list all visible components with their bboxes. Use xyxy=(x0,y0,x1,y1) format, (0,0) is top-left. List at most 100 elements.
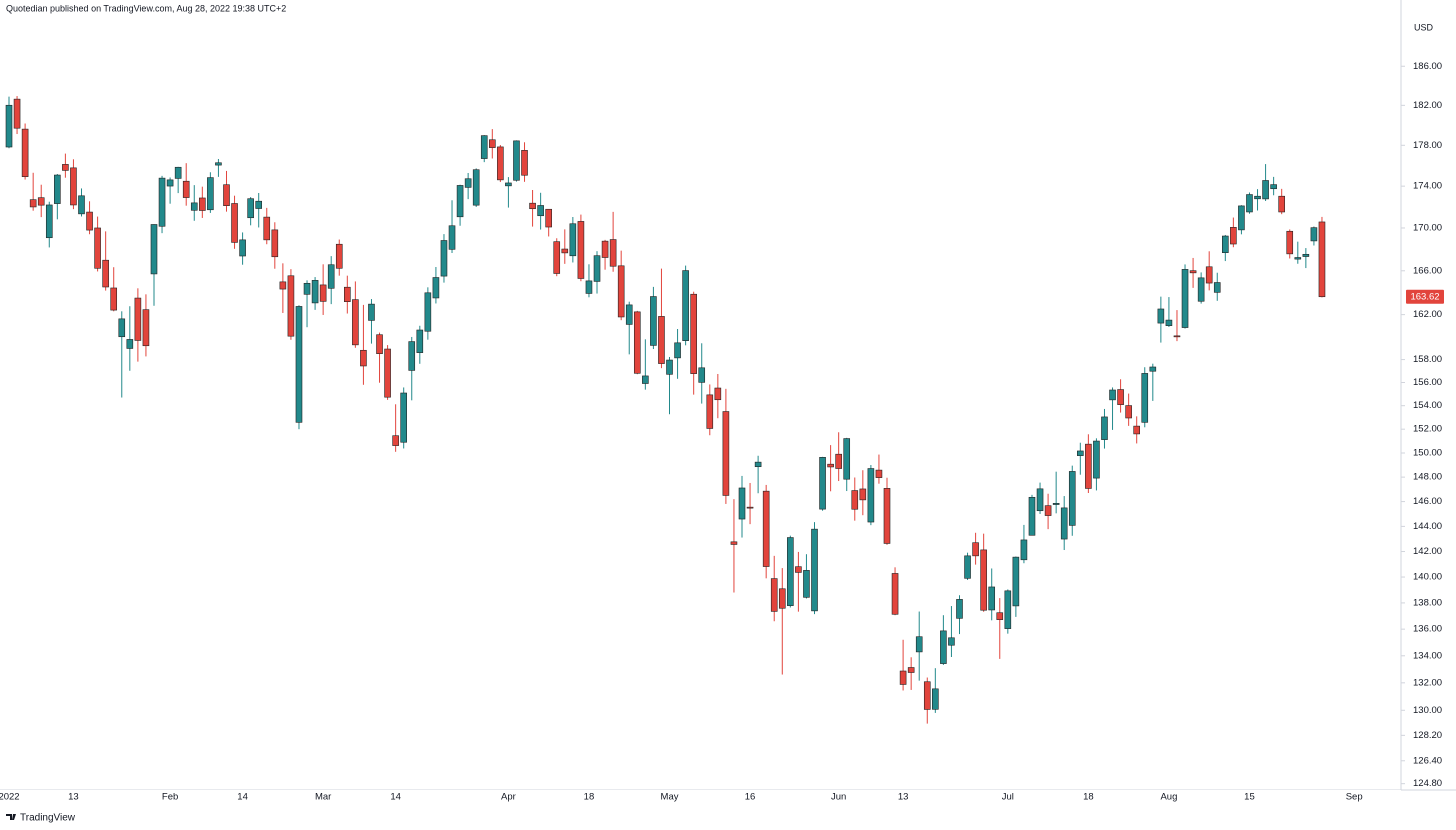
candle-body xyxy=(658,316,665,364)
candle-body xyxy=(883,488,891,544)
candle-body xyxy=(666,359,673,375)
y-tick-label: 170.00 xyxy=(1413,222,1442,233)
candle-body xyxy=(368,303,375,321)
y-tick-label: 186.00 xyxy=(1413,61,1442,72)
candle-body xyxy=(1004,590,1012,629)
candle-body xyxy=(37,197,45,206)
candle-body xyxy=(932,688,939,710)
candle-body xyxy=(859,488,867,501)
last-price-label: 163.62 xyxy=(1410,291,1439,302)
candle-body xyxy=(45,204,53,239)
candle-body xyxy=(1125,405,1132,419)
candle-body xyxy=(1254,195,1261,200)
candle-body xyxy=(698,367,706,383)
candle-body xyxy=(1044,505,1052,516)
candle-body xyxy=(722,411,730,496)
candles xyxy=(5,96,1326,724)
y-tick-label: 138.00 xyxy=(1413,597,1442,608)
candle-body xyxy=(70,167,77,206)
candle-body xyxy=(762,490,770,567)
candle-body xyxy=(13,98,21,129)
candle-body xyxy=(1173,335,1181,338)
candle-body xyxy=(174,166,182,179)
candle-body xyxy=(287,275,295,337)
x-tick-label: Mar xyxy=(315,792,331,803)
candle-body xyxy=(633,311,641,374)
candle-body xyxy=(497,146,504,181)
candle-body xyxy=(319,284,327,302)
candle-body xyxy=(642,375,649,384)
y-tick-label: 130.00 xyxy=(1413,705,1442,716)
candle-body xyxy=(223,184,230,206)
candle-body xyxy=(827,463,834,468)
candle-body xyxy=(940,630,947,664)
x-tick-label: 13 xyxy=(898,792,909,803)
candle-body xyxy=(408,341,416,371)
candle-body xyxy=(134,297,142,341)
candle-body xyxy=(472,169,480,206)
candle-body xyxy=(1036,488,1044,512)
candle-body xyxy=(29,199,37,208)
candle-body xyxy=(843,438,851,480)
y-tick-label: 126.40 xyxy=(1413,755,1442,766)
candle-body xyxy=(102,259,109,288)
candle-body xyxy=(126,339,134,349)
candle-body xyxy=(1246,194,1253,213)
x-tick-label: Aug xyxy=(1160,792,1177,803)
candle-body xyxy=(529,202,536,210)
x-tick-label: 13 xyxy=(68,792,79,803)
y-tick-label: 134.00 xyxy=(1413,650,1442,661)
candle-body xyxy=(706,394,714,429)
candle-body xyxy=(142,309,150,347)
candle-body xyxy=(190,202,198,211)
y-axis-label: USD xyxy=(1414,22,1434,32)
candle-body xyxy=(1286,230,1294,255)
candle-body xyxy=(166,179,174,187)
candle-body xyxy=(1205,266,1213,284)
candle-body xyxy=(263,216,271,241)
candle-body xyxy=(674,342,681,359)
y-tick-label: 140.00 xyxy=(1413,572,1442,583)
candle-body xyxy=(360,349,367,367)
candle-body xyxy=(448,225,456,250)
candle-body xyxy=(1133,425,1140,435)
candle-body xyxy=(456,185,464,218)
candle-body xyxy=(561,248,569,254)
candle-body xyxy=(327,264,335,289)
candle-body xyxy=(94,227,101,269)
candle-body xyxy=(335,243,343,269)
candle-body xyxy=(754,461,762,468)
y-tick-label: 136.00 xyxy=(1413,624,1442,635)
candle-body xyxy=(344,286,351,302)
candle-body xyxy=(891,573,899,615)
candle-body xyxy=(601,240,609,258)
x-tick-label: 18 xyxy=(584,792,595,803)
candle-body xyxy=(1149,366,1157,372)
candle-body xyxy=(416,329,424,353)
y-tick-label: 174.00 xyxy=(1413,181,1442,192)
y-tick-label: 156.00 xyxy=(1413,377,1442,388)
candle-body xyxy=(545,208,552,228)
candle-body xyxy=(1068,471,1076,526)
candle-body xyxy=(513,140,520,181)
candle-body xyxy=(440,240,448,277)
candle-body xyxy=(770,578,778,612)
candle-body xyxy=(231,203,238,243)
y-tick-label: 182.00 xyxy=(1413,100,1442,111)
candle-body xyxy=(899,670,907,685)
x-tick-label: 16 xyxy=(745,792,756,803)
candle-body xyxy=(907,667,915,673)
y-tick-label: 132.00 xyxy=(1413,677,1442,688)
candle-body xyxy=(488,139,496,148)
candle-body xyxy=(62,164,69,171)
candle-body xyxy=(778,588,786,609)
candle-body xyxy=(1109,389,1116,401)
candle-body xyxy=(690,293,697,374)
candle-body xyxy=(1077,450,1084,456)
candle-body xyxy=(996,612,1004,620)
candle-body xyxy=(199,197,206,211)
candle-body xyxy=(1020,539,1028,561)
candle-body xyxy=(1060,507,1068,540)
